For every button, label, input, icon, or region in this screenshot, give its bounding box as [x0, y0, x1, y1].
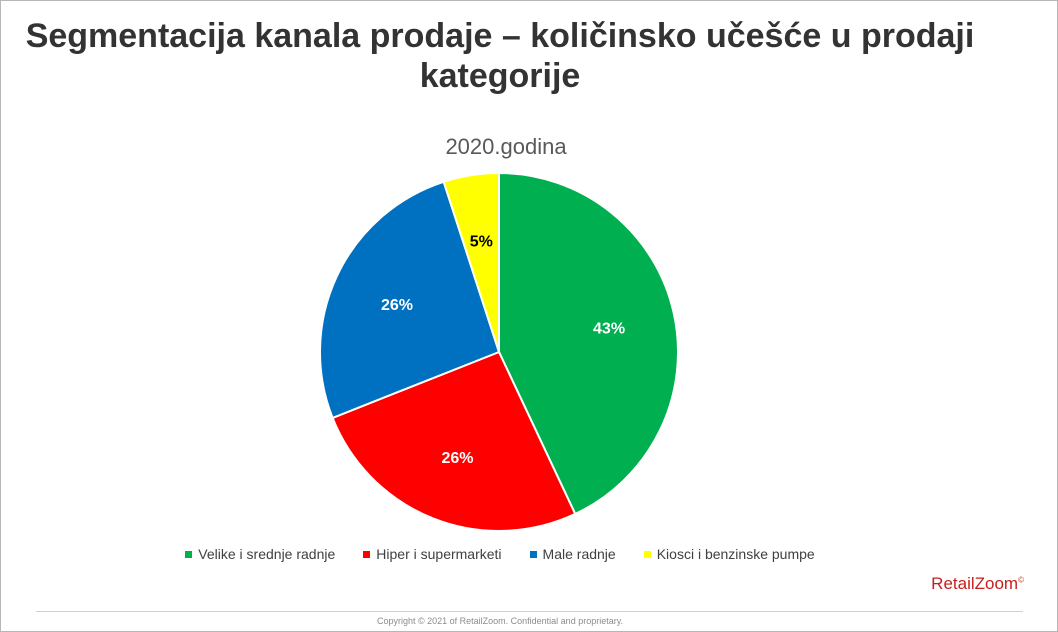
- footer-divider: [36, 611, 1023, 612]
- legend-swatch-velike: [185, 550, 193, 558]
- legend-swatch-hiper: [363, 550, 371, 558]
- legend-item-hiper: Hiper i supermarketi: [363, 546, 502, 562]
- pie-slice-male: [319, 180, 501, 420]
- data-label-kiosci: 5%: [470, 234, 493, 251]
- legend-label-kiosci: Kiosci i benzinske pumpe: [656, 546, 815, 562]
- brand-mark: ©: [1018, 575, 1024, 585]
- pie-slice-hiper: [331, 350, 577, 532]
- pie-slice-kiosci: [442, 171, 500, 353]
- legend-item-kiosci: Kiosci i benzinske pumpe: [643, 546, 815, 562]
- legend-label-hiper: Hiper i supermarketi: [376, 546, 502, 562]
- chart-title: 2020.godina: [445, 134, 567, 159]
- legend-swatch-kiosci: [643, 550, 651, 558]
- legend-swatch-male: [529, 550, 537, 558]
- legend-label-velike: Velike i srednje radnje: [198, 546, 336, 562]
- retailzoom-logo: RetailZoom©: [931, 574, 1024, 594]
- pie-slice-velike: [498, 171, 679, 516]
- legend-item-male: Male radnje: [529, 546, 616, 562]
- copyright-text: Copyright © 2021 of RetailZoom. Confiden…: [376, 616, 624, 626]
- data-label-velike: 43%: [593, 320, 625, 337]
- legend-label-male: Male radnje: [542, 546, 616, 562]
- legend-item-velike: Velike i srednje radnje: [185, 546, 335, 562]
- data-label-male: 26%: [381, 297, 413, 314]
- brand-name: RetailZoom: [931, 574, 1019, 593]
- slide-title: Segmentacija kanala prodaje – količinsko…: [25, 17, 975, 95]
- chart-legend: Velike i srednje radnje Hiper i supermar…: [0, 546, 1000, 562]
- data-label-hiper: 26%: [441, 450, 473, 467]
